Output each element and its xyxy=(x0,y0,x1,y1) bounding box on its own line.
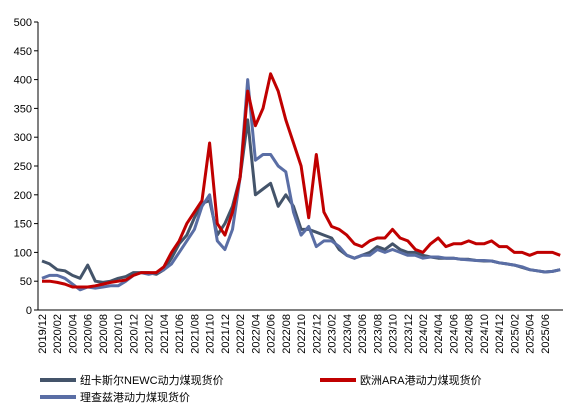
x-tick-label: 2023/06 xyxy=(357,314,369,354)
x-tick-label: 2024/04 xyxy=(433,314,445,354)
x-tick-label: 2020/04 xyxy=(67,314,79,354)
x-tick-label: 2021/06 xyxy=(174,314,186,354)
x-tick-label: 2022/02 xyxy=(235,314,247,354)
x-tick-label: 2020/08 xyxy=(98,314,110,354)
x-tick-label: 2023/04 xyxy=(342,314,354,354)
y-tick-label: 200 xyxy=(14,190,32,202)
x-tick-label: 2021/02 xyxy=(144,314,156,354)
x-tick-label: 2021/10 xyxy=(205,314,217,354)
x-tick-label: 2025/02 xyxy=(509,314,521,354)
y-tick-label: 450 xyxy=(14,46,32,58)
x-tick-label: 2023/12 xyxy=(403,314,415,354)
x-tick-label: 2024/12 xyxy=(494,314,506,354)
legend-label: 欧洲ARA港动力煤现货价 xyxy=(360,373,482,387)
x-tick-label: 2020/06 xyxy=(83,314,95,354)
y-tick-label: 400 xyxy=(14,75,32,87)
x-tick-label: 2023/02 xyxy=(327,314,339,354)
y-tick-label: 50 xyxy=(20,276,32,288)
x-tick-label: 2025/04 xyxy=(525,314,537,354)
x-tick-label: 2021/12 xyxy=(220,314,232,354)
legend-label: 理查兹港动力煤现货价 xyxy=(80,390,190,404)
y-tick-label: 0 xyxy=(26,305,32,317)
y-tick-label: 350 xyxy=(14,103,32,115)
series-line xyxy=(41,78,561,292)
x-tick-label: 2021/04 xyxy=(159,314,171,354)
x-tick-label: 2023/08 xyxy=(372,314,384,354)
x-tick-label: 2020/10 xyxy=(113,314,125,354)
x-tick-label: 2022/08 xyxy=(281,314,293,354)
x-tick-label: 2022/06 xyxy=(266,314,278,354)
y-tick-label: 100 xyxy=(14,247,32,259)
x-tick-label: 2025/06 xyxy=(540,314,552,354)
x-tick-label: 2019/12 xyxy=(37,314,49,354)
y-tick-label: 300 xyxy=(14,132,32,144)
x-tick-label: 2021/08 xyxy=(189,314,201,354)
x-tick-label: 2022/10 xyxy=(296,314,308,354)
x-tick-label: 2022/12 xyxy=(311,314,323,354)
y-tick-label: 150 xyxy=(14,219,32,231)
series-line xyxy=(41,118,561,284)
x-tick-label: 2020/12 xyxy=(128,314,140,354)
x-tick-label: 2024/08 xyxy=(464,314,476,354)
legend-label: 纽卡斯尔NEWC动力煤现货价 xyxy=(80,373,224,387)
x-tick-label: 2024/02 xyxy=(418,314,430,354)
y-tick-label: 500 xyxy=(14,17,32,29)
x-tick-label: 2024/06 xyxy=(448,314,460,354)
y-tick-label: 250 xyxy=(14,161,32,173)
series-line xyxy=(42,72,561,289)
x-tick-label: 2020/02 xyxy=(52,314,64,354)
x-tick-label: 2024/10 xyxy=(479,314,491,354)
x-tick-label: 2022/04 xyxy=(250,314,262,354)
x-tick-label: 2023/10 xyxy=(388,314,400,354)
